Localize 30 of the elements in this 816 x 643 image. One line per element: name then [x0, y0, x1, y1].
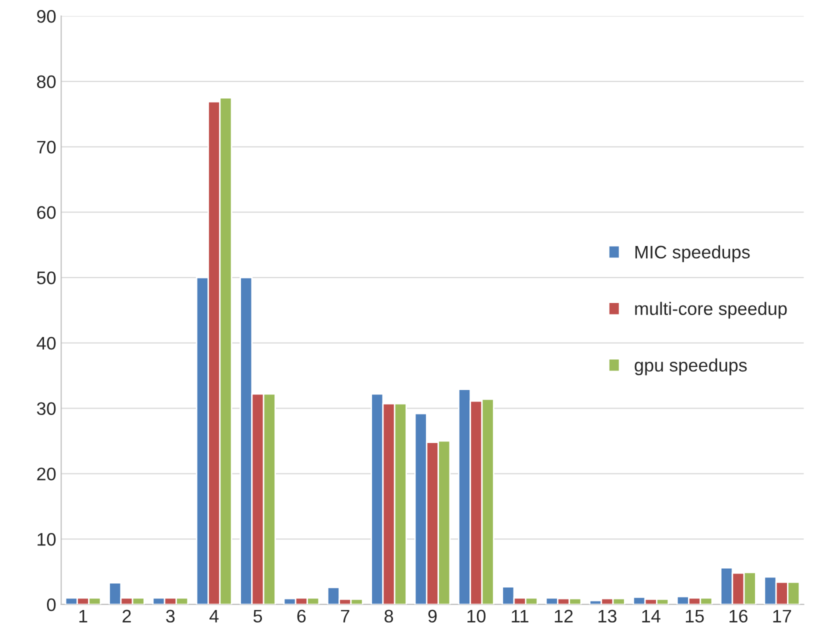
y-tick-label: 50 [36, 271, 56, 284]
x-tick-label: 9 [428, 610, 437, 623]
x-tick-label: 3 [166, 610, 175, 623]
x-tick-label: 5 [253, 610, 262, 623]
y-tick-label: 20 [37, 468, 56, 480]
x-tick-label: 4 [209, 610, 219, 622]
x-tick-label: 14 [642, 610, 660, 622]
x-tick-label: 1 [79, 610, 88, 622]
y-tick-label: 90 [37, 10, 56, 23]
x-tick-label: 13 [598, 610, 616, 623]
y-tick-label: 0 [47, 598, 56, 612]
x-tick-label: 6 [297, 610, 306, 623]
x-tick-label: 7 [341, 610, 350, 622]
y-tick-label: 30 [36, 402, 56, 416]
y-tick-label: 60 [37, 206, 56, 219]
x-tick-label: 15 [686, 610, 704, 623]
y-tick-label: 10 [38, 532, 56, 546]
x-tick-label: 17 [773, 610, 792, 622]
y-tick-label: 70 [37, 140, 56, 154]
y-tick-label: 80 [37, 75, 56, 88]
x-tick-label: 10 [467, 610, 486, 623]
legend-label: gpu speedups [634, 358, 747, 376]
x-tick-label: 12 [554, 610, 573, 622]
y-tick-label: 40 [36, 336, 56, 350]
x-tick-label: 11 [512, 610, 528, 622]
x-tick-label: 2 [122, 610, 131, 622]
legend-label: multi-core speedup [635, 302, 787, 319]
x-tick-label: 16 [730, 610, 748, 623]
legend-label: MIC speedups [635, 245, 750, 262]
x-tick-label: 8 [384, 610, 394, 623]
